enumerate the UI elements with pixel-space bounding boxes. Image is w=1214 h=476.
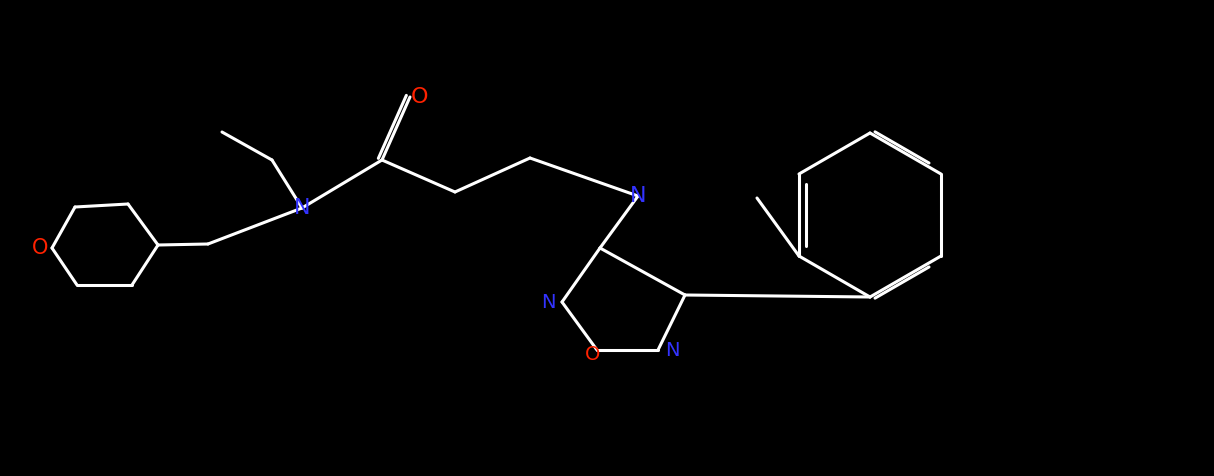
Text: O: O bbox=[412, 87, 429, 107]
Text: N: N bbox=[665, 340, 680, 359]
Text: N: N bbox=[540, 292, 555, 311]
Text: N: N bbox=[294, 198, 311, 218]
Text: O: O bbox=[32, 238, 49, 258]
Text: N: N bbox=[630, 186, 646, 206]
Text: O: O bbox=[585, 345, 601, 364]
